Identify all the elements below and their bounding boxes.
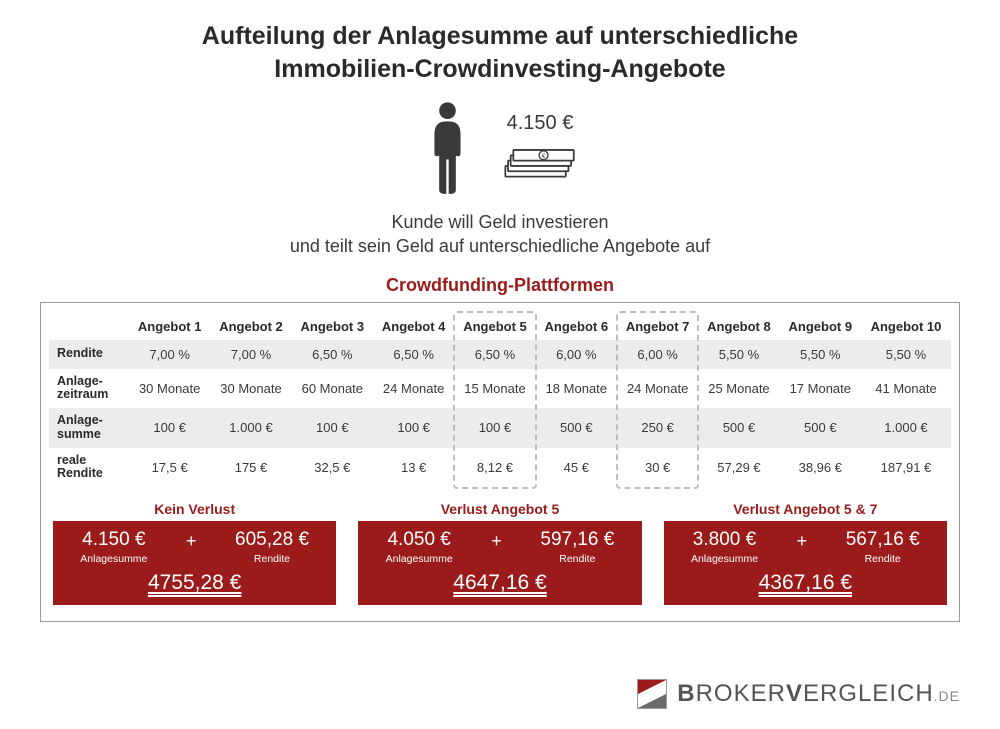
title-line1: Aufteilung der Anlagesumme auf unterschi… — [202, 22, 798, 50]
table-cell: 60 Monate — [292, 369, 373, 409]
table-cell: 30 € — [617, 448, 698, 488]
table-cell: 1.000 € — [861, 408, 951, 448]
scenario: Verlust Angebot 5 & 7 3.800 € Anlagesumme… — [664, 501, 947, 605]
table-cell: 18 Monate — [536, 369, 617, 409]
scenario-box: 4.050 € Anlagesumme + 597,16 € Rendite 464… — [358, 521, 641, 605]
table-cell: 38,96 € — [780, 448, 861, 488]
scenario-sum-label: Anlagesumme — [386, 553, 453, 565]
scenario-return-label: Rendite — [865, 553, 901, 565]
table-cell: 5,50 % — [780, 340, 861, 369]
person-icon — [420, 100, 475, 200]
scenario-sum-label: Anlagesumme — [691, 553, 758, 565]
table-cell: 187,91 € — [861, 448, 951, 488]
table-cell: 30 Monate — [210, 369, 291, 409]
table-cell: 6,00 % — [536, 340, 617, 369]
table-col-header: Angebot 8 — [698, 313, 779, 340]
table-cell: 6,50 % — [292, 340, 373, 369]
section-label: Crowdfunding-Plattformen — [40, 275, 960, 296]
table-cell: 25 Monate — [698, 369, 779, 409]
scenario-total: 4367,16 € — [674, 571, 937, 595]
table-col-header: Angebot 10 — [861, 313, 951, 340]
table-cell: 32,5 € — [292, 448, 373, 488]
plus-sign: + — [797, 529, 808, 552]
table-col-header: Angebot 3 — [292, 313, 373, 340]
table-cell: 17,5 € — [129, 448, 210, 488]
scenario-return: 605,28 € — [235, 529, 309, 551]
table-cell: 100 € — [129, 408, 210, 448]
table-row-header: Rendite — [49, 340, 129, 369]
table-cell: 100 € — [292, 408, 373, 448]
table-col-header: Angebot 6 — [536, 313, 617, 340]
investment-amount: 4.150 € — [507, 112, 574, 135]
money-stack-icon: € — [500, 139, 580, 189]
brand-logo: BROKERVERGLEICH.DE — [637, 679, 960, 709]
scenario-title: Verlust Angebot 5 & 7 — [664, 501, 947, 517]
scenario-box: 4.150 € Anlagesumme + 605,28 € Rendite 475… — [53, 521, 336, 605]
scenario: Kein Verlust 4.150 € Anlagesumme + 605,28… — [53, 501, 336, 605]
table-cell: 57,29 € — [698, 448, 779, 488]
logo-text: BROKERVERGLEICH.DE — [677, 680, 960, 708]
table-cell: 100 € — [454, 408, 535, 448]
table-col-header: Angebot 4 — [373, 313, 454, 340]
scenario-title: Kein Verlust — [53, 501, 336, 517]
scenario-sum: 4.150 € — [82, 529, 145, 551]
scenario-return-label: Rendite — [254, 553, 290, 565]
plus-sign: + — [491, 529, 502, 552]
table-cell: 41 Monate — [861, 369, 951, 409]
table-cell: 7,00 % — [129, 340, 210, 369]
table-cell: 175 € — [210, 448, 291, 488]
svg-text:€: € — [542, 152, 546, 159]
table-col-header: Angebot 1 — [129, 313, 210, 340]
page-title: Aufteilung der Anlagesumme auf unterschi… — [40, 20, 960, 85]
subtitle-line2: und teilt sein Geld auf unterschiedliche… — [290, 236, 710, 256]
table-cell: 100 € — [373, 408, 454, 448]
table-cell: 15 Monate — [454, 369, 535, 409]
table-row-header: Anlage-zeitraum — [49, 369, 129, 409]
table-cell: 5,50 % — [861, 340, 951, 369]
table-row-header: realeRendite — [49, 448, 129, 488]
table-cell: 13 € — [373, 448, 454, 488]
table-cell: 500 € — [536, 408, 617, 448]
title-line2: Immobilien-Crowdinvesting-Angebote — [274, 55, 725, 83]
table-cell: 8,12 € — [454, 448, 535, 488]
table-cell: 6,50 % — [373, 340, 454, 369]
table-col-header: Angebot 9 — [780, 313, 861, 340]
table-col-header: Angebot 2 — [210, 313, 291, 340]
scenario-total: 4647,16 € — [368, 571, 631, 595]
offers-panel: Angebot 1Angebot 2Angebot 3Angebot 4Ange… — [40, 302, 960, 623]
table-cell: 500 € — [698, 408, 779, 448]
table-cell: 6,50 % — [454, 340, 535, 369]
table-row-header: Anlage-summe — [49, 408, 129, 448]
scenario-return-label: Rendite — [559, 553, 595, 565]
table-col-header: Angebot 5 — [454, 313, 535, 340]
scenario-box: 3.800 € Anlagesumme + 567,16 € Rendite 436… — [664, 521, 947, 605]
scenario-return: 597,16 € — [540, 529, 614, 551]
table-cell: 17 Monate — [780, 369, 861, 409]
hero-section: 4.150 € € Kunde will G — [40, 100, 960, 259]
table-cell: 5,50 % — [698, 340, 779, 369]
scenario-sum-label: Anlagesumme — [80, 553, 147, 565]
table-cell: 24 Monate — [373, 369, 454, 409]
scenario: Verlust Angebot 5 4.050 € Anlagesumme + 5… — [358, 501, 641, 605]
table-cell: 45 € — [536, 448, 617, 488]
table-cell: 7,00 % — [210, 340, 291, 369]
scenario-return: 567,16 € — [846, 529, 920, 551]
table-cell: 6,00 % — [617, 340, 698, 369]
table-cell: 30 Monate — [129, 369, 210, 409]
scenario-sum: 4.050 € — [387, 529, 450, 551]
table-cell: 24 Monate — [617, 369, 698, 409]
plus-sign: + — [186, 529, 197, 552]
scenario-total: 4755,28 € — [63, 571, 326, 595]
subtitle-line1: Kunde will Geld investieren — [391, 212, 608, 232]
table-cell: 500 € — [780, 408, 861, 448]
table-cell: 1.000 € — [210, 408, 291, 448]
offers-table: Angebot 1Angebot 2Angebot 3Angebot 4Ange… — [49, 313, 951, 488]
logo-mark-icon — [637, 679, 667, 709]
table-cell: 250 € — [617, 408, 698, 448]
scenario-sum: 3.800 € — [693, 529, 756, 551]
scenarios-row: Kein Verlust 4.150 € Anlagesumme + 605,28… — [49, 501, 951, 605]
scenario-title: Verlust Angebot 5 — [358, 501, 641, 517]
table-col-header: Angebot 7 — [617, 313, 698, 340]
